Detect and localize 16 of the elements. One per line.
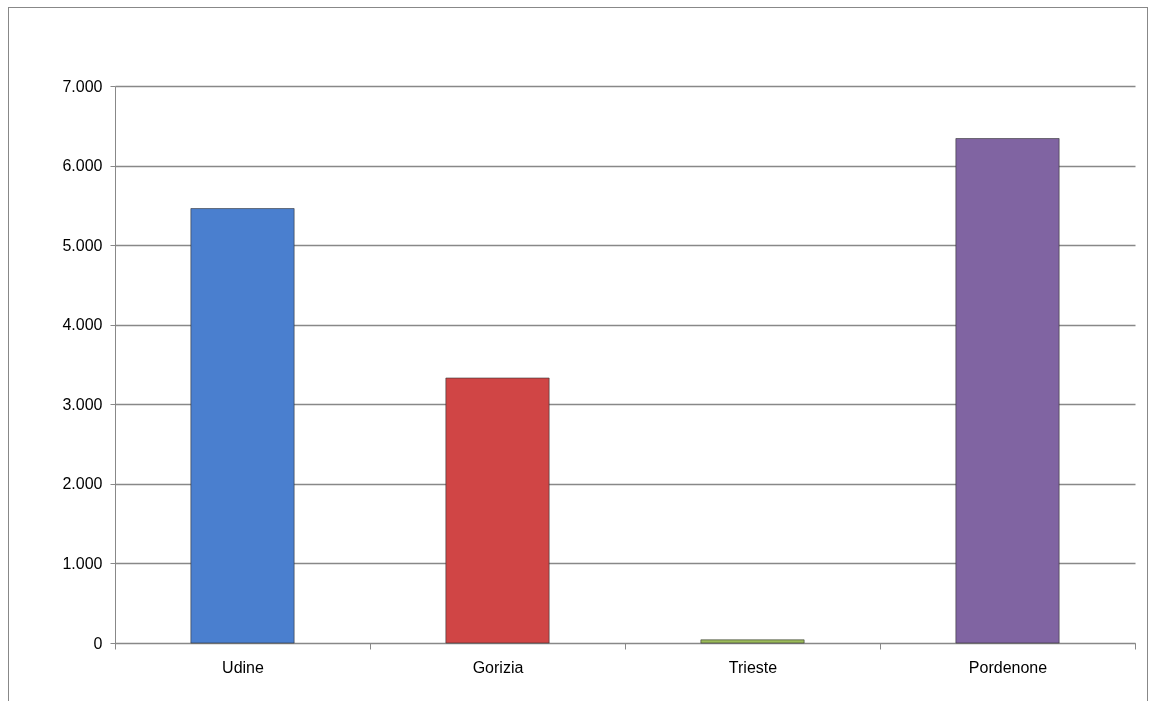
x-tick-label: Udine	[222, 658, 264, 676]
y-tick-label: 4.000	[62, 316, 103, 334]
y-tick-label: 7.000	[62, 77, 103, 95]
bar	[190, 208, 295, 644]
y-tick-label: 1.000	[62, 554, 103, 572]
x-tick-label: Gorizia	[472, 658, 524, 676]
x-tick-label: Pordenone	[968, 658, 1048, 676]
y-tick-label: 5.000	[62, 236, 103, 254]
y-tick-label: 2.000	[62, 475, 103, 493]
x-tick-label: Trieste	[728, 658, 778, 676]
bar	[700, 639, 805, 644]
y-tick-label: 6.000	[62, 157, 103, 175]
y-tick-label: 0	[93, 634, 103, 652]
y-tick-label: 3.000	[62, 395, 103, 413]
bar	[445, 377, 550, 644]
bar	[955, 138, 1060, 644]
